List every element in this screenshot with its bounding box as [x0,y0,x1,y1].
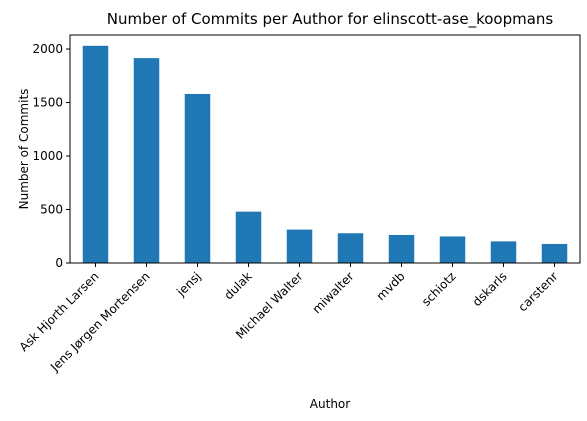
bar [388,234,415,263]
bar [490,241,517,263]
x-tick-label: dskarls [470,269,510,309]
y-tick-label: 1000 [32,149,63,163]
x-tick-label: jensj [173,269,203,299]
x-tick-label: schiotz [419,269,459,309]
x-tick-label: miwalter [310,269,357,316]
bar [286,229,313,263]
chart-title: Number of Commits per Author for elinsco… [107,10,554,29]
bar [82,45,109,263]
bar [337,233,364,263]
y-tick-label: 500 [40,203,63,217]
x-axis-label: Author [310,397,350,411]
bar [235,211,262,263]
y-tick-label: 1500 [32,96,63,110]
x-tick-label: dulak [221,269,254,302]
bar [184,93,211,263]
x-tick-label: Jens Jørgen Mortensen [47,269,152,374]
y-axis: 0 500 1000 1500 2000 [32,42,70,270]
bar [541,243,568,263]
x-tick-label: carstenr [516,269,561,314]
plot-frame [69,34,581,264]
bars-group [82,45,568,263]
bar [133,58,160,263]
y-tick-label: 0 [55,256,63,270]
bar [439,236,466,263]
x-tick-label: mvdb [374,269,408,303]
y-axis-label: Number of Commits [17,89,31,210]
y-tick-label: 2000 [32,42,63,56]
